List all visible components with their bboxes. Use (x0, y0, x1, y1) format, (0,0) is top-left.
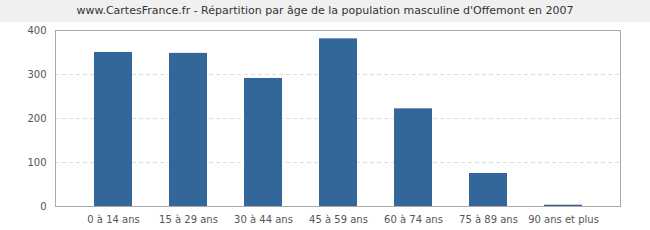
svg-text:60 à 74 ans: 60 à 74 ans (384, 214, 443, 225)
html-text:www.CartesFrance.fr - Répartit: www.CartesFrance.fr - Répartition par âg… (76, 4, 574, 17)
svg-text:300: 300 (27, 69, 46, 80)
svg-text:200: 200 (27, 113, 46, 124)
svg-text:100: 100 (27, 157, 46, 168)
svg-text:90 ans et plus: 90 ans et plus (528, 214, 599, 225)
svg-text:15 à 29 ans: 15 à 29 ans (159, 214, 218, 225)
svg-text:45 à 59 ans: 45 à 59 ans (309, 214, 368, 225)
svg-text:400: 400 (27, 25, 46, 36)
svg-text:75 à 89 ans: 75 à 89 ans (459, 214, 518, 225)
svg-text:0 à 14 ans: 0 à 14 ans (87, 214, 139, 225)
svg-text:30 à 44 ans: 30 à 44 ans (234, 214, 293, 225)
svg-text:0: 0 (40, 201, 46, 212)
